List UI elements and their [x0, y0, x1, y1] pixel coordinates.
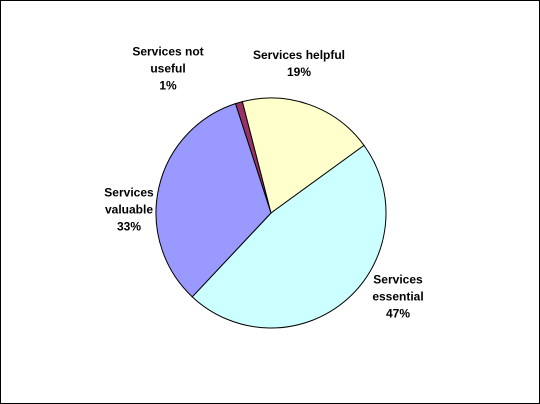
slice-label-text: useful [150, 61, 186, 76]
slice-label-text: valuable [104, 202, 154, 217]
pie-slice [155, 102, 272, 298]
pie-slice [191, 144, 387, 329]
slice-label-text: Services [373, 272, 423, 287]
pie-slice [241, 97, 365, 214]
slice-percent-label: 19% [286, 65, 312, 79]
slice-label-text: Services helpful [252, 48, 346, 62]
slice-label-text: essential [372, 289, 424, 304]
slice-label: Services helpful 19% [253, 47, 345, 81]
slice-label-text: Services [104, 185, 154, 200]
slice-label: Services not useful 1% [132, 44, 203, 95]
slice-label: Services valuable 33% [104, 185, 153, 236]
slice-percent-label: 47% [385, 306, 411, 321]
slice-label-text: Services not [132, 44, 204, 59]
slice-label: Services essential 47% [372, 272, 423, 323]
slice-percent-label: 1% [159, 78, 177, 93]
slice-percent-label: 33% [116, 219, 142, 234]
